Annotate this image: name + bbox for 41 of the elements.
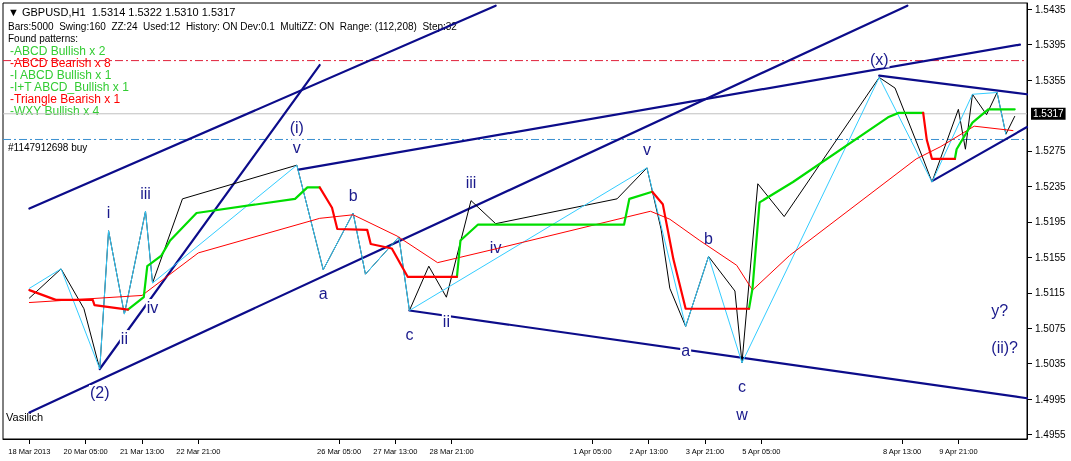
annotation: ii (442, 312, 450, 330)
annotation: -ABCD Bullish x 2 (10, 44, 106, 58)
annotation: (x) (869, 50, 889, 68)
y-tick-label: 1.5435 (1035, 3, 1067, 15)
annotation: a (318, 285, 328, 303)
annotation: iv (146, 298, 159, 316)
annotation: y? (991, 301, 1009, 319)
annotation: (i) (289, 118, 304, 136)
annotation: c (405, 326, 414, 343)
annotation: c (737, 378, 746, 396)
annotation: ii (120, 329, 128, 347)
y-tick-label: 1.5235 (1035, 180, 1067, 192)
annotation: (ii)? (991, 338, 1019, 356)
ref-line-label: #1147912698 buy (8, 141, 88, 153)
annotation: v (292, 138, 301, 156)
annotation: v (642, 141, 651, 159)
y-tick-label: 1.5075 (1035, 322, 1067, 334)
y-tick-label: 1.5035 (1035, 358, 1067, 370)
ref-line-label: 1.5317 (1033, 108, 1065, 120)
y-tick-label: 1.5395 (1035, 39, 1067, 51)
annotation: Found patterns: (8, 32, 79, 44)
annotation: -Triangle Bearish x 1 (10, 92, 121, 106)
annotation: a (681, 341, 691, 359)
annotation: i (106, 204, 111, 222)
y-tick-label: 1.5275 (1035, 145, 1067, 157)
chart-title: ▼ GBPUSD,H1 1.5314 1.5322 1.5310 1.5317 (8, 5, 236, 18)
annotation: iii (465, 174, 477, 192)
annotation: Vasilich (6, 411, 44, 423)
y-tick-label: 1.5355 (1035, 74, 1067, 86)
y-tick-label: 1.4995 (1035, 393, 1067, 405)
annotation: w (735, 406, 749, 424)
annotation: b (704, 229, 714, 247)
annotation: iii (140, 184, 151, 202)
annotation: b (348, 186, 358, 204)
y-tick-label: 1.4955 (1035, 429, 1067, 441)
annotation: -I+T ABCD_Bullish x 1 (10, 80, 130, 94)
y-tick-label: 1.5115 (1035, 287, 1066, 299)
y-tick-label: 1.5195 (1035, 216, 1067, 228)
annotation: (2) (89, 384, 110, 402)
annotation: -I ABCD Bullish x 1 (10, 68, 112, 82)
y-tick-label: 1.5155 (1035, 251, 1067, 263)
